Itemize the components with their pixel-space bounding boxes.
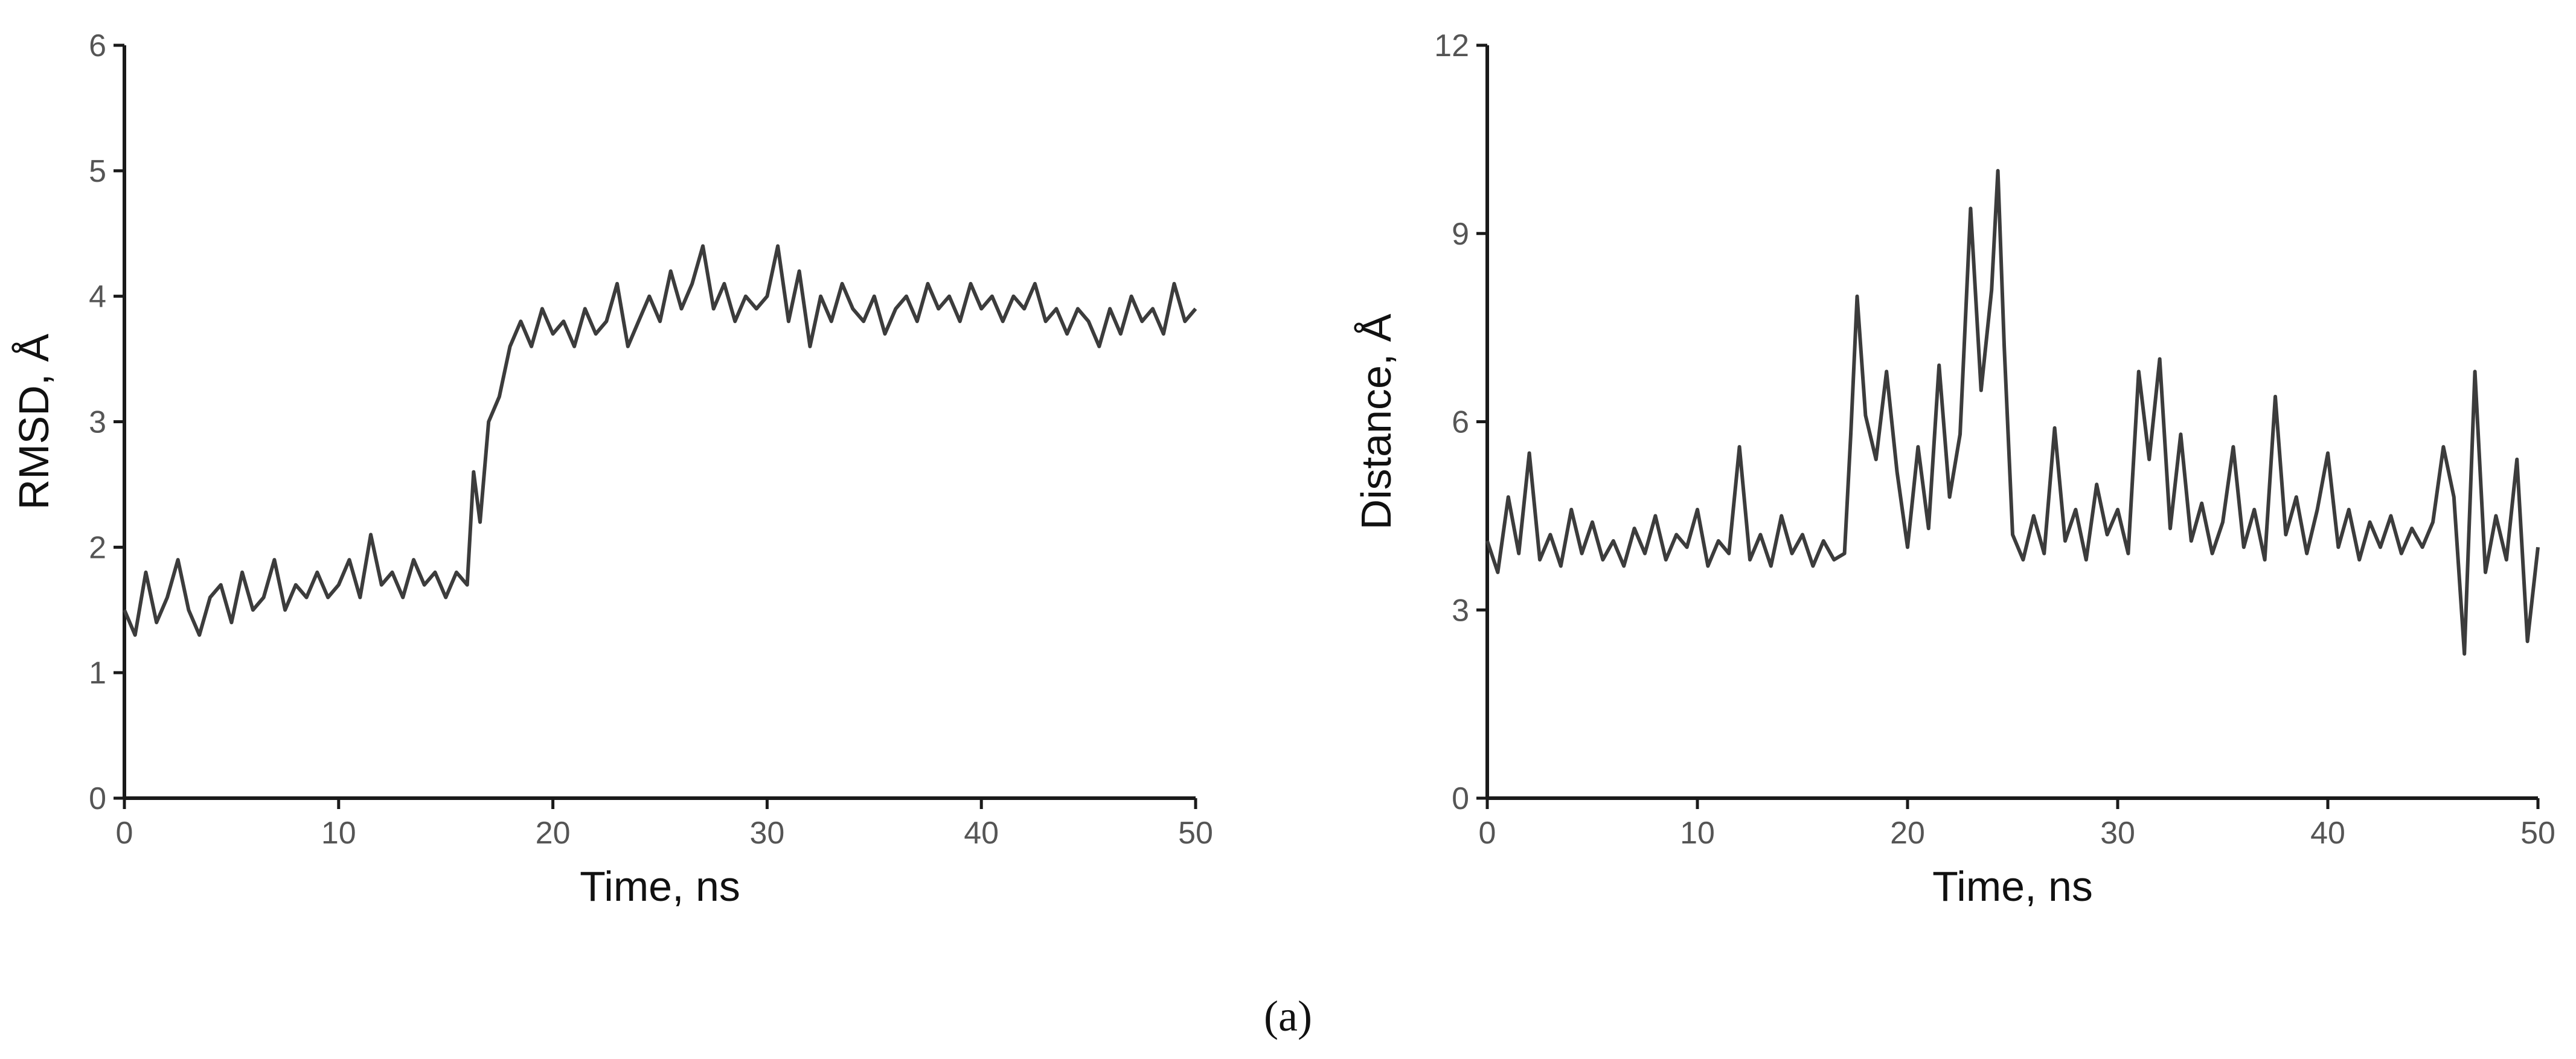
x-tick-label: 10: [321, 816, 356, 851]
x-axis-title: Time, ns: [1932, 863, 2093, 910]
x-tick-label: 20: [1890, 816, 1925, 851]
y-axis-title: Distance, Å: [1353, 313, 1400, 530]
x-tick-label: 50: [1178, 816, 1213, 851]
series-line: [1485, 168, 2540, 656]
y-tick-label: 2: [89, 530, 106, 565]
x-tick-label: 30: [749, 816, 784, 851]
y-tick-label: 0: [89, 781, 106, 816]
x-tick-label: 40: [964, 816, 999, 851]
x-tick-label: 40: [2310, 816, 2345, 851]
x-tick-label: 0: [116, 816, 133, 851]
x-tick-label: 30: [2100, 816, 2135, 851]
y-tick-label: 3: [89, 405, 106, 440]
series-line: [123, 244, 1197, 637]
y-tick-label: 12: [1434, 28, 1469, 63]
y-tick-label: 6: [89, 28, 106, 63]
y-tick-label: 1: [89, 656, 106, 691]
y-tick-label: 5: [89, 154, 106, 189]
x-tick-label: 0: [1479, 816, 1496, 851]
y-tick-label: 3: [1452, 593, 1469, 628]
rmsd-chart: 0 10 20 30 40 50 0 1 2 3 4 5 6 Time, ns RMSD, Å: [10, 28, 1213, 910]
y-tick-label: 0: [1452, 781, 1469, 816]
y-axis-title: RMSD, Å: [10, 333, 57, 510]
y-tick-label: 4: [89, 280, 106, 315]
x-axis-title: Time, ns: [580, 863, 740, 910]
y-tick-label: 9: [1452, 217, 1469, 252]
x-tick-label: 10: [1680, 816, 1715, 851]
figure-caption: (a): [1264, 992, 1312, 1040]
distance-chart: 0 10 20 30 40 50 0 3 6 9 12 Time, ns Distance, Å: [1353, 28, 2555, 910]
x-tick-label: 20: [536, 816, 571, 851]
y-tick-label: 6: [1452, 405, 1469, 440]
x-tick-label: 50: [2520, 816, 2555, 851]
